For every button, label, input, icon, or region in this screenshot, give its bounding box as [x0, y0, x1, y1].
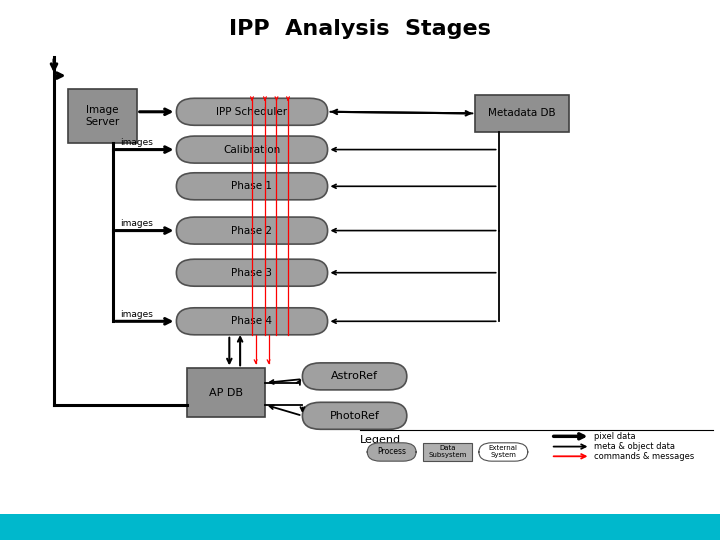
Text: Phase 2: Phase 2: [232, 226, 272, 235]
Text: Process: Process: [377, 448, 406, 456]
Text: PhotoRef: PhotoRef: [330, 411, 379, 421]
Text: External
System: External System: [489, 446, 518, 458]
Text: Legend: Legend: [360, 435, 401, 445]
Text: Calibration: Calibration: [223, 145, 281, 154]
Text: Pan-STARRS  PY2  EOC Review #2
3  August  2004: Pan-STARRS PY2 EOC Review #2 3 August 20…: [4, 516, 132, 538]
FancyBboxPatch shape: [475, 94, 569, 132]
Text: meta & object data: meta & object data: [594, 442, 675, 451]
Text: Data
Subsystem: Data Subsystem: [428, 446, 467, 458]
Text: IPP Scheduler: IPP Scheduler: [217, 107, 287, 117]
FancyBboxPatch shape: [302, 363, 407, 390]
FancyBboxPatch shape: [302, 402, 407, 429]
FancyBboxPatch shape: [176, 259, 328, 286]
FancyBboxPatch shape: [176, 308, 328, 335]
Text: images: images: [120, 219, 153, 228]
FancyBboxPatch shape: [176, 173, 328, 200]
Text: Phase 4: Phase 4: [232, 316, 272, 326]
Text: Phase 3: Phase 3: [232, 268, 272, 278]
Text: pixel data: pixel data: [594, 432, 636, 441]
FancyBboxPatch shape: [176, 136, 328, 163]
Text: commands & messages: commands & messages: [594, 452, 694, 461]
Text: Image
Server: Image Server: [86, 105, 120, 127]
Text: AP DB: AP DB: [209, 388, 243, 397]
Text: 53: 53: [703, 522, 716, 532]
Text: UNIVERSITY OF HAWAII INSTITUTE FOR ASTRONOMY
Approved for Public Release - Distr: UNIVERSITY OF HAWAII INSTITUTE FOR ASTRO…: [256, 516, 464, 538]
Text: IPP  Analysis  Stages: IPP Analysis Stages: [229, 19, 491, 39]
FancyBboxPatch shape: [68, 89, 137, 143]
Text: Phase 1: Phase 1: [232, 181, 272, 191]
FancyBboxPatch shape: [176, 217, 328, 244]
Text: Metadata DB: Metadata DB: [488, 109, 556, 118]
Bar: [0, 514, 720, 540]
Text: images: images: [120, 138, 153, 147]
FancyBboxPatch shape: [187, 368, 265, 417]
Text: images: images: [120, 309, 153, 319]
FancyBboxPatch shape: [176, 98, 328, 125]
FancyBboxPatch shape: [423, 443, 472, 461]
FancyBboxPatch shape: [479, 443, 528, 461]
Text: AstroRef: AstroRef: [331, 372, 378, 381]
FancyBboxPatch shape: [367, 443, 416, 461]
